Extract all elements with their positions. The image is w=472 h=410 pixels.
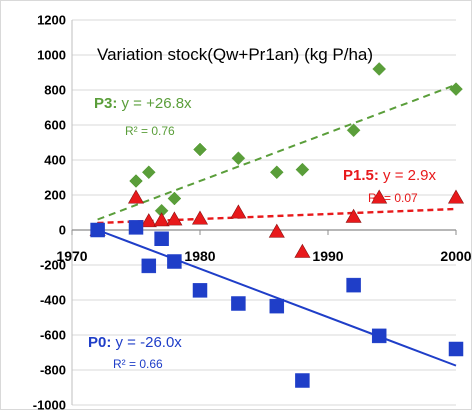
- p1-5-marker: [447, 189, 465, 204]
- p3-marker: [346, 123, 361, 138]
- trend-line-p3: [97, 83, 457, 221]
- y-tick-label: -400: [40, 293, 66, 308]
- p15-r2: R² = 0.07: [368, 191, 418, 205]
- p3-marker: [167, 191, 182, 206]
- y-tick-label: 200: [44, 188, 66, 203]
- y-tick-label: 600: [44, 118, 66, 133]
- p3-series-name: P3:: [94, 95, 117, 112]
- y-tick-label: 400: [44, 153, 66, 168]
- p1-5-marker: [153, 212, 170, 227]
- p0-marker: [448, 341, 464, 357]
- p0-r2: R² = 0.66: [113, 357, 163, 371]
- p0-marker: [346, 277, 361, 293]
- p3-equation: P3: y = +26.8x: [94, 95, 192, 112]
- y-axis-ticks: 1200 1000 800 600 400 200 0 -200 -400 -600 -800 -10…: [33, 13, 66, 410]
- y-tick-label: 0: [59, 223, 66, 238]
- p3-r2: R² = 0.76: [125, 124, 175, 138]
- p0-series-name: P0:: [88, 334, 111, 351]
- p0-marker: [192, 283, 208, 298]
- p15-equation-text: y = 2.9x: [379, 167, 437, 184]
- p3-equation-text: y = +26.8x: [117, 95, 192, 112]
- p1-5-marker: [294, 243, 311, 258]
- p1-5-marker: [191, 210, 209, 225]
- p1-5-marker: [345, 208, 362, 223]
- p0-marker: [141, 258, 157, 274]
- x-tick-label: 1980: [184, 248, 215, 264]
- p3-marker: [141, 165, 156, 180]
- x-axis-ticks: 1970 1980 1990 2000: [56, 248, 471, 264]
- y-tick-label: 1200: [37, 13, 66, 28]
- p0-marker: [154, 231, 169, 246]
- p1-5-marker: [230, 204, 247, 219]
- p3-marker: [269, 165, 284, 180]
- p1-5-marker: [268, 223, 285, 238]
- y-tick-label: -800: [40, 363, 66, 378]
- p3-marker: [193, 142, 207, 157]
- p3-marker: [449, 82, 463, 96]
- y-tick-label: -200: [40, 258, 66, 273]
- p0-marker: [128, 220, 144, 235]
- p0-marker: [295, 373, 310, 388]
- p1-5-marker: [127, 189, 145, 204]
- p1-5-marker: [371, 189, 388, 204]
- y-tick-label: 800: [44, 83, 66, 98]
- p1-5-marker: [140, 213, 157, 228]
- p15-series-name: P1.5:: [343, 167, 379, 184]
- p0-marker: [167, 254, 182, 269]
- p15-equation: P1.5: y = 2.9x: [343, 167, 436, 184]
- y-tick-label: -600: [40, 328, 66, 343]
- y-tick-label: -1000: [33, 398, 66, 410]
- p0-marker: [269, 298, 285, 314]
- y-tick-label: 1000: [37, 48, 66, 63]
- p1-5-marker: [166, 211, 183, 226]
- p0-marker: [90, 222, 105, 238]
- p3-marker: [231, 151, 246, 166]
- p3-marker: [295, 162, 310, 177]
- p0-marker: [371, 328, 387, 344]
- p0-equation-text: y = -26.0x: [111, 334, 182, 351]
- p3-marker: [129, 174, 143, 188]
- data-markers: [89, 62, 465, 388]
- p3-marker: [372, 62, 387, 76]
- p0-equation: P0: y = -26.0x: [88, 334, 182, 351]
- trend-line-p0: [97, 229, 457, 367]
- gridlines: [72, 19, 456, 406]
- x-tick-label: 2000: [440, 248, 471, 264]
- chart-title: Variation stock(Qw+Pr1an) (kg P/ha): [97, 45, 373, 64]
- x-tick-label: 1990: [312, 248, 343, 264]
- trend-lines: [97, 83, 457, 367]
- p0-marker: [231, 296, 246, 311]
- x-tick-label: 1970: [56, 248, 87, 264]
